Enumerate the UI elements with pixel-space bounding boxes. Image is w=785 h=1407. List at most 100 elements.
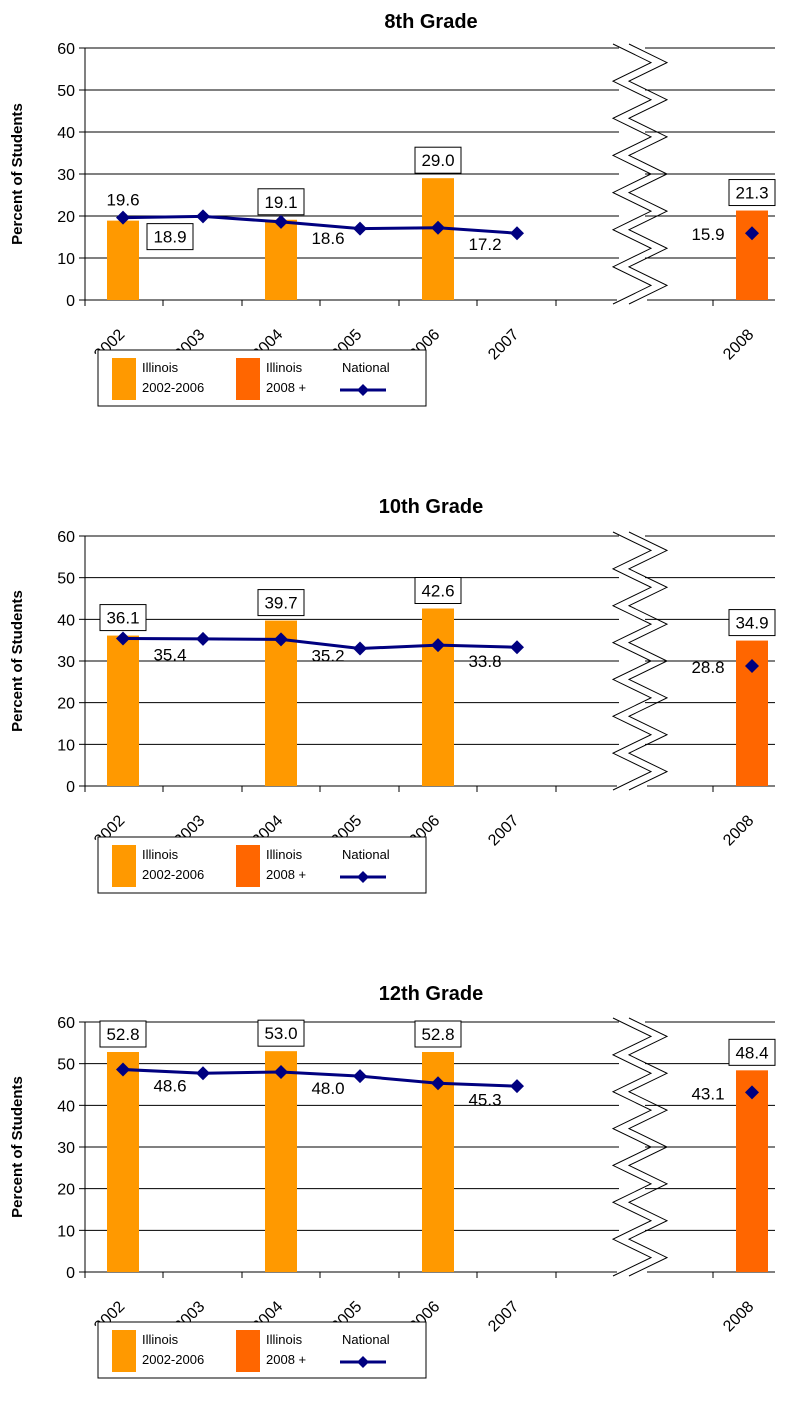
data-label-box <box>257 589 305 617</box>
bar-illinois-2002-2006-2002 <box>107 1052 139 1272</box>
legend-marker <box>357 1356 369 1368</box>
data-label: 48.0 <box>311 1079 344 1098</box>
x-tick-label: 2007 <box>485 1298 522 1335</box>
legend-swatch <box>236 1330 260 1372</box>
chart-title: 10th Grade <box>379 496 483 518</box>
national-point-2008 <box>745 659 759 673</box>
y-tick-label: 40 <box>57 1098 75 1115</box>
legend-label: Illinois <box>266 1332 303 1347</box>
x-tick-label: 2008 <box>720 1298 757 1335</box>
y-tick-label: 40 <box>57 612 75 629</box>
legend-marker <box>357 871 369 883</box>
legend-swatch <box>236 358 260 400</box>
data-label: 35.2 <box>311 646 344 665</box>
legend-label: 2002-2006 <box>142 867 204 882</box>
y-tick-label: 40 <box>57 125 75 142</box>
national-point-2002 <box>116 1062 130 1077</box>
y-tick-label: 60 <box>57 1015 75 1032</box>
national-point-2006 <box>431 638 445 653</box>
data-label: 39.7 <box>264 594 297 613</box>
x-tick-label: 2007 <box>485 812 522 849</box>
data-label-box <box>99 604 147 632</box>
data-label: 18.9 <box>153 228 186 247</box>
legend-label: National <box>342 360 390 375</box>
data-label: 21.3 <box>735 184 768 203</box>
national-point-2004 <box>274 1065 288 1079</box>
legend-swatch <box>112 845 136 887</box>
data-label: 18.6 <box>311 229 344 248</box>
axis-break <box>611 531 669 791</box>
y-tick-label: 30 <box>57 1140 75 1157</box>
data-label: 52.8 <box>106 1025 139 1044</box>
data-label-box <box>414 146 462 174</box>
y-tick-label: 50 <box>57 1057 75 1074</box>
data-label-box <box>728 1038 776 1066</box>
data-label: 42.6 <box>421 582 454 601</box>
chart-title: 8th Grade <box>384 11 477 33</box>
national-series-line <box>122 637 518 651</box>
chart-title: 12th Grade <box>379 983 483 1005</box>
legend-swatch <box>236 845 260 887</box>
data-label: 19.1 <box>264 193 297 212</box>
legend-marker <box>357 384 369 396</box>
legend: Illinois 2002-2006 Illinois 2008 + National <box>97 349 427 407</box>
national-point-2005 <box>353 1069 367 1084</box>
national-point-2004 <box>274 214 288 229</box>
y-tick-label: 0 <box>66 1265 75 1282</box>
data-label: 15.9 <box>691 225 724 244</box>
data-label: 29.0 <box>421 151 454 170</box>
y-axis-label: Percent of Students <box>9 103 26 245</box>
legend-label: 2008 + <box>266 867 306 882</box>
legend-label: Illinois <box>142 847 179 862</box>
y-tick-label: 50 <box>57 83 75 100</box>
national-point-2002 <box>116 210 130 225</box>
bar-illinois-2002-2006-2006 <box>422 608 454 786</box>
x-tick-label: 2008 <box>720 812 757 849</box>
national-point-2007 <box>510 1079 524 1094</box>
national-point-2003 <box>196 631 210 646</box>
data-label-box <box>728 179 776 207</box>
data-label: 35.4 <box>153 646 186 665</box>
data-label: 53.0 <box>264 1024 297 1043</box>
legend-swatch <box>112 358 136 400</box>
y-tick-label: 0 <box>66 293 75 310</box>
data-label: 33.8 <box>468 652 501 671</box>
national-series-line <box>122 214 518 235</box>
national-point-2004 <box>274 632 288 647</box>
y-tick-label: 10 <box>57 737 75 754</box>
national-point-2008 <box>745 226 759 241</box>
bar-illinois-2002-2006-2002 <box>107 220 139 300</box>
legend-label: Illinois <box>266 847 303 862</box>
legend-label: Illinois <box>142 1332 179 1347</box>
y-axis-label: Percent of Students <box>9 590 26 732</box>
data-label: 34.9 <box>735 614 768 633</box>
legend-label: Illinois <box>142 360 179 375</box>
data-label-box <box>414 1020 462 1048</box>
national-point-2002 <box>116 631 130 646</box>
legend-label: Illinois <box>266 360 303 375</box>
legend-frame <box>97 349 427 407</box>
data-label: 17.2 <box>468 235 501 254</box>
data-label: 36.1 <box>106 609 139 628</box>
legend-label: 2002-2006 <box>142 380 204 395</box>
bar-illinois-2002-2006-2004 <box>265 219 297 300</box>
data-label: 48.4 <box>735 1043 768 1062</box>
y-tick-label: 0 <box>66 779 75 796</box>
y-tick-label: 50 <box>57 571 75 588</box>
legend-label: 2008 + <box>266 1352 306 1367</box>
data-label: 19.6 <box>106 191 139 210</box>
legend-label: National <box>342 1332 390 1347</box>
data-label-box <box>414 577 462 604</box>
x-tick-label: 2007 <box>485 326 522 363</box>
national-point-2005 <box>353 641 367 656</box>
legend-swatch <box>112 1330 136 1372</box>
national-point-2006 <box>431 1076 445 1091</box>
axis-break <box>611 1017 669 1277</box>
national-point-2005 <box>353 221 367 236</box>
chart-panel-1: 10th Grade Percent of Students 0 10 20 30 40 50… <box>9 496 776 894</box>
chart-panel-2: 12th Grade Percent of Students 0 10 20 30 40 50… <box>9 983 776 1379</box>
y-tick-label: 20 <box>57 209 75 226</box>
x-tick-label: 2008 <box>720 326 757 363</box>
axis-break <box>611 43 669 305</box>
y-tick-label: 10 <box>57 251 75 268</box>
